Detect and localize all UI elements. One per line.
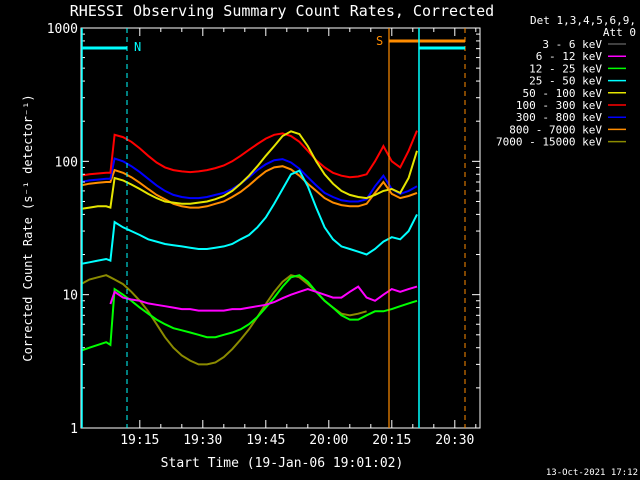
legend-entry-label: 25 - 50 keV [529, 75, 602, 88]
x-tick-label: 19:45 [246, 433, 285, 448]
y-tick-label: 100 [55, 155, 78, 170]
chart-title: RHESSI Observing Summary Count Rates, Co… [70, 2, 494, 20]
legend-header-line: Det 1,3,4,5,6,9, [530, 14, 636, 27]
saa-marker-label: S [376, 34, 383, 48]
plot-area [81, 130, 418, 428]
legend-entry-label: 300 - 800 keV [516, 111, 602, 124]
night-marker-label: N [134, 40, 141, 54]
series-line-0 [109, 336, 418, 428]
legend-header-line: Att 0 [603, 26, 636, 39]
x-tick-label: 20:15 [372, 433, 411, 448]
legend-entry-label: 100 - 300 keV [516, 99, 602, 112]
x-tick-label: 20:00 [309, 433, 348, 448]
legend-entry-label: 7000 - 15000 keV [496, 136, 602, 149]
y-tick-label: 10 [62, 289, 78, 304]
series-line-4 [81, 130, 418, 210]
series-line-5 [81, 130, 418, 179]
legend-entry-label: 12 - 25 keV [529, 62, 602, 75]
plot-frame [80, 27, 481, 429]
legend-entry-label: 800 - 7000 keV [509, 123, 602, 136]
y-axis-label: Corrected Count Rate (s⁻¹ detector⁻¹) [21, 94, 35, 361]
series-line-1 [109, 285, 418, 312]
timestamp: 13-Oct-2021 17:12 [546, 468, 638, 478]
x-axis-label: Start Time (19-Jan-06 19:01:02) [161, 456, 404, 471]
x-tick-label: 20:30 [435, 433, 474, 448]
legend-entry-label: 3 - 6 keV [542, 38, 602, 51]
legend-entry-label: 6 - 12 keV [536, 50, 603, 63]
series-line-7 [81, 165, 418, 209]
y-tick-label: 1000 [47, 22, 78, 37]
x-tick-label: 19:30 [183, 433, 222, 448]
x-tick-label: 19:15 [120, 433, 159, 448]
series-line-3 [81, 169, 418, 265]
y-tick-label: 1 [70, 422, 78, 437]
legend-entry-label: 50 - 100 keV [523, 87, 603, 100]
x-axis: 19:15 19:30 19:45 20:00 20:15 20:30 [120, 28, 477, 448]
